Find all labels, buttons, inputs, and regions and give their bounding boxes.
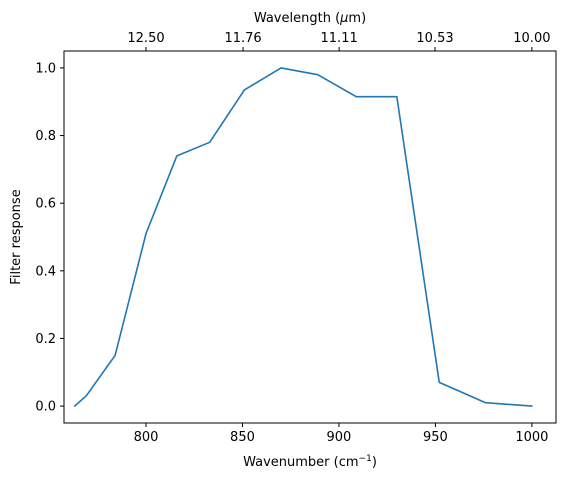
top-tick-label: 10.00 (513, 31, 550, 46)
y-tick-label: 1.0 (35, 61, 56, 76)
x-tick-label: 850 (230, 430, 255, 445)
top-tick-label: 12.50 (127, 31, 164, 46)
x-tick-label: 1000 (515, 430, 548, 445)
y-tick-label: 0.8 (35, 129, 56, 144)
top-tick-label: 11.76 (224, 31, 261, 46)
top-x-axis-title: Wavelength (μm) (254, 11, 366, 26)
y-tick-label: 0.2 (35, 332, 56, 347)
x-tick-label: 900 (327, 430, 352, 445)
y-tick-label: 0.0 (35, 400, 56, 415)
top-tick-label: 11.11 (321, 31, 358, 46)
x-tick-label: 950 (423, 430, 448, 445)
bottom-x-axis: 800 850 900 950 1000 (134, 423, 548, 445)
y-axis: 0.0 0.2 0.4 0.6 0.8 1.0 (35, 61, 64, 415)
filter-response-line (73, 67, 533, 407)
top-x-axis: 12.50 11.76 11.11 10.53 10.00 (127, 31, 550, 51)
y-axis-title: Filter response (9, 189, 24, 284)
x-axis-title: Wavenumber (cm−1) (243, 454, 377, 470)
y-tick-label: 0.4 (35, 264, 56, 279)
top-tick-label: 10.53 (416, 31, 453, 46)
y-tick-label: 0.6 (35, 197, 56, 212)
x-tick-label: 800 (134, 430, 159, 445)
plot-area (63, 50, 557, 424)
